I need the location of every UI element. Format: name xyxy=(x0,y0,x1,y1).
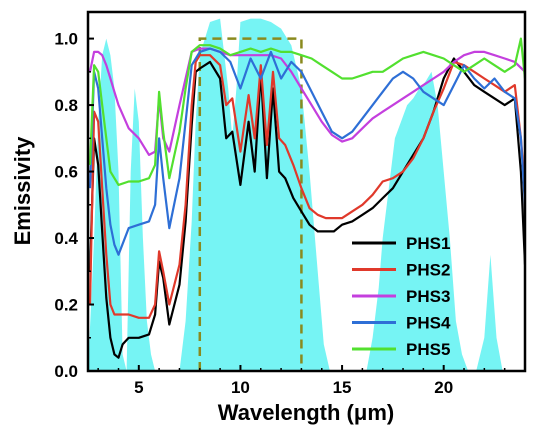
series-line-phs5 xyxy=(88,37,525,186)
x-tick-label: 10 xyxy=(231,378,250,397)
legend-label-phs2: PHS2 xyxy=(406,261,450,280)
atmospheric-window-box xyxy=(198,37,303,371)
y-tick-label: 0.4 xyxy=(54,229,78,248)
legend: PHS1 PHS2 PHS3 PHS4 PHS5 xyxy=(352,234,451,359)
legend-label-phs1: PHS1 xyxy=(406,234,450,253)
series-line-phs2 xyxy=(88,54,525,319)
series-line-phs4 xyxy=(88,47,525,256)
x-axis-title: Wavelength (μm) xyxy=(218,400,394,425)
y-tick-label: 0.6 xyxy=(54,163,78,182)
legend-label-phs4: PHS4 xyxy=(406,314,451,333)
x-tick-label: 5 xyxy=(134,378,143,397)
x-tick-label: 15 xyxy=(333,378,352,397)
plot-frame xyxy=(86,10,527,373)
transmittance-area xyxy=(88,18,525,371)
legend-label-phs3: PHS3 xyxy=(406,287,450,306)
y-axis-title: Emissivity xyxy=(10,136,35,246)
y-tick-label: 0.2 xyxy=(54,296,78,315)
y-tick-label: 0.8 xyxy=(54,96,78,115)
series-line-phs3 xyxy=(88,47,525,156)
x-tick-label: 20 xyxy=(434,378,453,397)
legend-label-phs5: PHS5 xyxy=(406,340,450,359)
y-tick-label: 0.0 xyxy=(54,362,78,381)
y-tick-label: 1.0 xyxy=(54,30,78,49)
